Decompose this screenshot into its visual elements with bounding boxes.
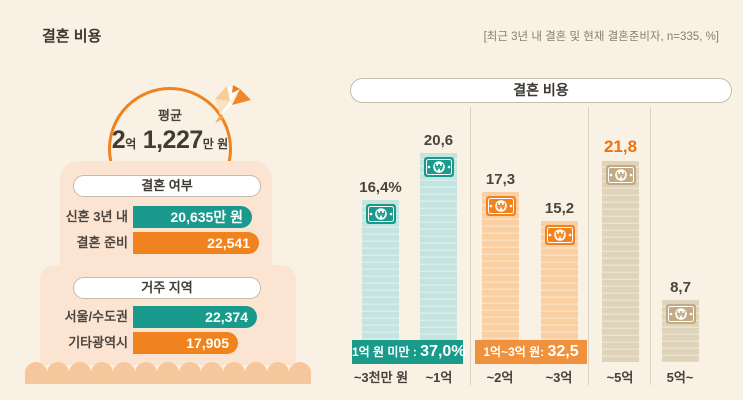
won-banknote-icon: ₩ [605, 165, 636, 362]
svg-text:₩: ₩ [616, 170, 625, 180]
bar-column-under-100m: 20,6 ₩ [420, 132, 457, 340]
cost-distribution-chart: 결혼 비용 16,4% ₩ 20,6 ₩ 17,3 [345, 70, 740, 395]
row-bar-seoul-metro: 22,374 [133, 306, 257, 328]
won-banknote-icon: ₩ [544, 225, 575, 340]
row-label-newlywed-3yr: 신혼 3년 내 [65, 209, 128, 224]
group-band-100m-300m: 1억~3억 원: 32,5 [475, 340, 587, 364]
x-label-under-300m: ~3억 [545, 370, 573, 385]
row-bar-other-cities: 17,905 [133, 332, 238, 354]
row-label-seoul-metro: 서울/수도권 [64, 309, 128, 324]
group-divider [588, 107, 589, 385]
diamond-icon [203, 80, 255, 135]
bar: ₩ [541, 221, 578, 340]
group-band-label: 1억 원 미만 : [352, 345, 421, 359]
won-banknote-icon: ₩ [485, 196, 516, 340]
won-banknote-icon: ₩ [365, 204, 396, 340]
bar-value: 20,6 [423, 132, 454, 149]
x-label-under-100m: ~1억 [425, 370, 453, 385]
svg-text:₩: ₩ [376, 209, 385, 219]
x-label-under-500m: ~5억 [606, 370, 634, 385]
x-label-under-30m: ~3천만 원 [353, 370, 409, 385]
group-divider [470, 107, 471, 385]
bar-value: 15,2 [544, 200, 575, 217]
row-label-other-cities: 기타광역시 [68, 335, 128, 350]
bar-value: 16,4% [359, 179, 402, 196]
group-band-label: 1억~3억 원: [483, 345, 548, 359]
bar: ₩ [420, 153, 457, 340]
group-band-value: 32,5 [547, 343, 579, 360]
bar-column-under-200m: 17,3 ₩ [482, 171, 519, 340]
bar: ₩ [362, 200, 399, 340]
row-bar-preparing: 22,541 [133, 232, 259, 254]
bar-column-over-500m: 8,7 ₩ [662, 279, 699, 362]
section-title-region: 거주 지역 [73, 277, 261, 299]
row-bar-newlywed-3yr: 20,635만 원 [133, 206, 252, 228]
average-value-man-unit: 만 원 [202, 137, 229, 151]
svg-text:₩: ₩ [555, 230, 564, 240]
group-band-value: 37,0% [420, 343, 466, 360]
group-divider [650, 107, 651, 385]
bar-column-under-500m: 21,8 ₩ [602, 137, 639, 362]
section-title-marriage-status: 결혼 여부 [73, 175, 261, 197]
won-banknote-icon: ₩ [665, 304, 696, 362]
page-title: 결혼 비용 [42, 28, 102, 45]
won-banknote-icon: ₩ [423, 157, 454, 340]
group-band-under-100m: 1억 원 미만 : 37,0% [352, 340, 466, 364]
row-label-preparing: 결혼 준비 [76, 235, 128, 250]
bar: ₩ [482, 192, 519, 340]
cake-summary-graphic: 평균 2억 1,227만 원 결혼 여부 신혼 3년 내 20,635만 원 [20, 60, 340, 395]
average-label: 평균 [158, 108, 182, 123]
svg-text:₩: ₩ [676, 309, 685, 319]
sample-note: [최근 3년 내 결혼 및 현재 결혼준비자, n=335, %] [483, 31, 719, 43]
bar: ₩ [662, 300, 699, 362]
cake-frosting-scallop [25, 362, 311, 389]
average-value: 2억 1,227만 원 [112, 126, 228, 155]
average-value-eok-unit: 억 [125, 137, 137, 151]
bar-column-under-30m: 16,4% ₩ [359, 179, 402, 340]
svg-text:₩: ₩ [496, 201, 505, 211]
bar-value: 8,7 [670, 279, 691, 296]
bar-value-highlighted: 21,8 [603, 137, 638, 156]
chart-title: 결혼 비용 [350, 78, 732, 103]
svg-text:₩: ₩ [434, 162, 443, 172]
average-value-eok-num: 2 [111, 126, 126, 154]
average-value-man-num: 1,227 [136, 126, 204, 154]
x-label-over-500m: 5억~ [666, 370, 694, 385]
bar-column-under-300m: 15,2 ₩ [541, 200, 578, 340]
bar: ₩ [602, 161, 639, 362]
bar-value: 17,3 [485, 171, 516, 188]
x-label-under-200m: ~2억 [486, 370, 514, 385]
